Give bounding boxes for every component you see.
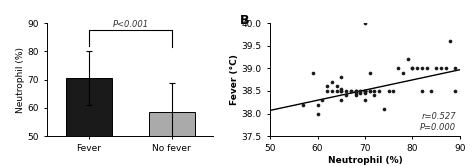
Point (361, 90, 369, 92)
Point (319, 99, 326, 101)
Point (418, 67, 426, 70)
Point (352, 92, 359, 95)
Point (342, 94, 350, 97)
Point (371, 94, 378, 97)
Point (328, 90, 336, 92)
Point (314, 112, 321, 115)
Point (432, 67, 440, 70)
Point (409, 67, 416, 70)
Point (399, 72, 407, 74)
Point (413, 67, 421, 70)
Point (352, 94, 359, 97)
Point (356, 90, 364, 92)
Point (385, 90, 392, 92)
Point (380, 108, 388, 110)
Point (366, 72, 374, 74)
Point (352, 90, 359, 92)
Point (356, 90, 364, 92)
Point (337, 90, 345, 92)
Point (451, 67, 459, 70)
Point (337, 99, 345, 101)
Y-axis label: Neutrophil (%): Neutrophil (%) (16, 47, 25, 113)
Point (300, 103, 307, 106)
Point (361, 92, 369, 95)
Point (361, 90, 369, 92)
Point (337, 90, 345, 92)
Point (409, 67, 416, 70)
Point (447, 40, 454, 43)
Point (390, 90, 397, 92)
Bar (66, 78, 112, 166)
Point (342, 90, 350, 92)
Point (352, 90, 359, 92)
Text: r=0.527
P=0.000: r=0.527 P=0.000 (420, 112, 456, 132)
Point (418, 90, 426, 92)
Point (347, 90, 355, 92)
Point (328, 81, 336, 83)
Bar (149, 112, 195, 166)
Point (356, 92, 364, 95)
Point (361, 22, 369, 25)
Point (337, 76, 345, 79)
Point (309, 72, 317, 74)
Point (404, 58, 411, 61)
Point (333, 85, 340, 88)
Point (366, 90, 374, 92)
Point (333, 90, 340, 92)
Point (361, 90, 369, 92)
Point (394, 67, 402, 70)
Point (323, 85, 331, 88)
Point (314, 103, 321, 106)
Y-axis label: Fever (°C): Fever (°C) (230, 54, 239, 105)
Point (451, 90, 459, 92)
Point (323, 90, 331, 92)
Text: P<0.001: P<0.001 (112, 20, 148, 29)
Point (361, 99, 369, 101)
X-axis label: Neutrophil (%): Neutrophil (%) (328, 156, 402, 165)
Point (337, 87, 345, 90)
Point (442, 67, 449, 70)
Point (428, 90, 435, 92)
Text: B: B (240, 14, 249, 27)
Point (352, 90, 359, 92)
Point (437, 67, 445, 70)
Point (366, 90, 374, 92)
Point (347, 90, 355, 92)
Point (371, 90, 378, 92)
Point (423, 67, 430, 70)
Point (375, 90, 383, 92)
Point (361, 90, 369, 92)
